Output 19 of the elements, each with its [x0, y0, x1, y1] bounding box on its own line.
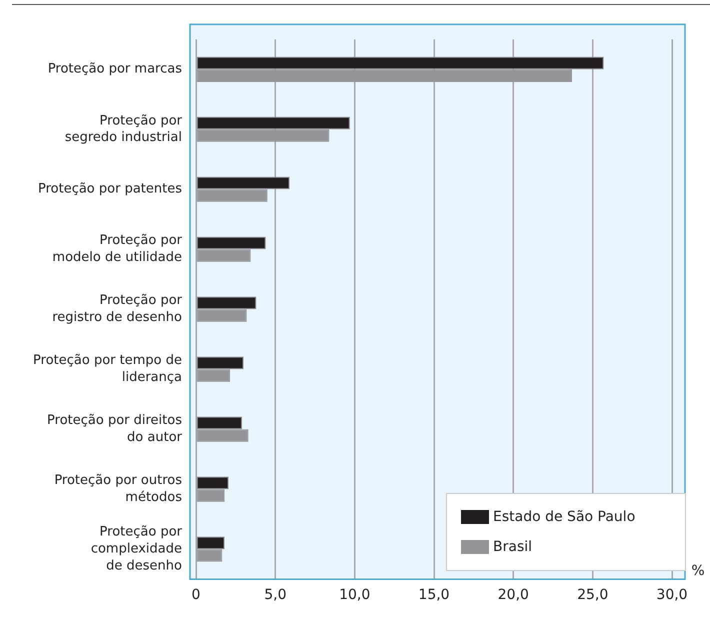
legend-label: Brasil [493, 538, 532, 557]
x-axis-title: % [691, 562, 705, 579]
y-tick-label: Proteção por segredo industrial [64, 113, 183, 146]
x-tick-label: 0 [192, 587, 200, 604]
x-tick-label: 20,0 [498, 587, 529, 604]
y-tick-label: Proteção por complexidade de desenho [90, 524, 183, 574]
x-tick-label: 5,0 [264, 587, 286, 604]
legend-label: Estado de São Paulo [493, 508, 636, 527]
x-tick-label: 15,0 [418, 587, 450, 604]
y-tick-label: Proteção por modelo de utilidade [52, 233, 183, 266]
y-tick-label: Proteção por registro de desenho [52, 293, 183, 326]
y-tick-label: Proteção por outros métodos [54, 473, 182, 506]
y-tick-label: Proteção por patentes [38, 182, 182, 197]
x-tick-label: 25,0 [577, 587, 608, 604]
x-tick-label: 30,0 [656, 587, 688, 604]
y-tick-label: Proteção por marcas [48, 62, 182, 77]
y-tick-label: Proteção por tempo de liderança [33, 353, 182, 386]
y-tick-label: Proteção por direitos do autor [47, 413, 183, 446]
x-tick-label: 10,0 [339, 587, 370, 604]
